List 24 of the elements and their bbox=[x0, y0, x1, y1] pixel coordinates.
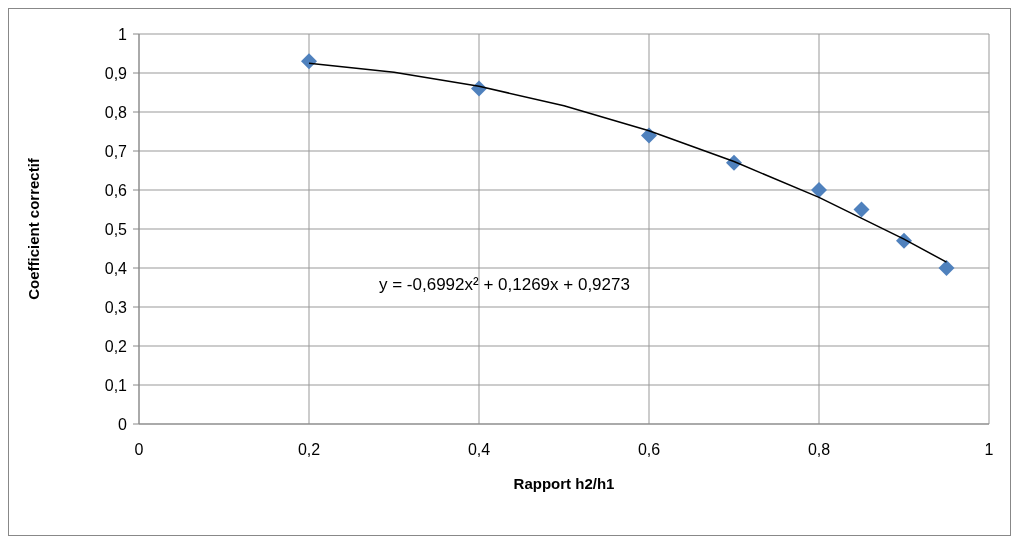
y-tick-label: 0 bbox=[118, 415, 128, 433]
x-tick-label: 0,2 bbox=[297, 441, 321, 459]
annotation: y = -0,6992x² + 0,1269x + 0,9273 bbox=[379, 275, 630, 295]
x-tick-label: 0,4 bbox=[467, 441, 491, 459]
y-tick-label: 0,3 bbox=[104, 298, 128, 316]
y-tick-label: 0,1 bbox=[104, 376, 128, 394]
y-axis-title: Coefficient correctif bbox=[25, 157, 43, 300]
y-tick-label: 0,2 bbox=[104, 337, 128, 355]
point bbox=[938, 260, 955, 276]
y-tick-label: 0,7 bbox=[104, 142, 128, 160]
y-tick-label: 0,8 bbox=[104, 103, 128, 121]
y-tick-label: 0,9 bbox=[104, 64, 128, 82]
y-tick-label: 0,4 bbox=[104, 259, 128, 277]
x-tick-label: 0,6 bbox=[637, 441, 661, 459]
point bbox=[853, 201, 870, 218]
point bbox=[301, 53, 317, 70]
y-tick-label: 0,6 bbox=[104, 181, 128, 199]
y-tick-label: 0,5 bbox=[104, 220, 128, 238]
x-tick-label: 1 bbox=[984, 441, 994, 459]
x-tick-label: 0 bbox=[134, 441, 144, 459]
x-tick-label: 0,8 bbox=[807, 441, 831, 459]
y-tick-label: 1 bbox=[118, 25, 128, 43]
x-axis-title: Rapport h2/h1 bbox=[513, 475, 615, 492]
point bbox=[811, 182, 827, 198]
